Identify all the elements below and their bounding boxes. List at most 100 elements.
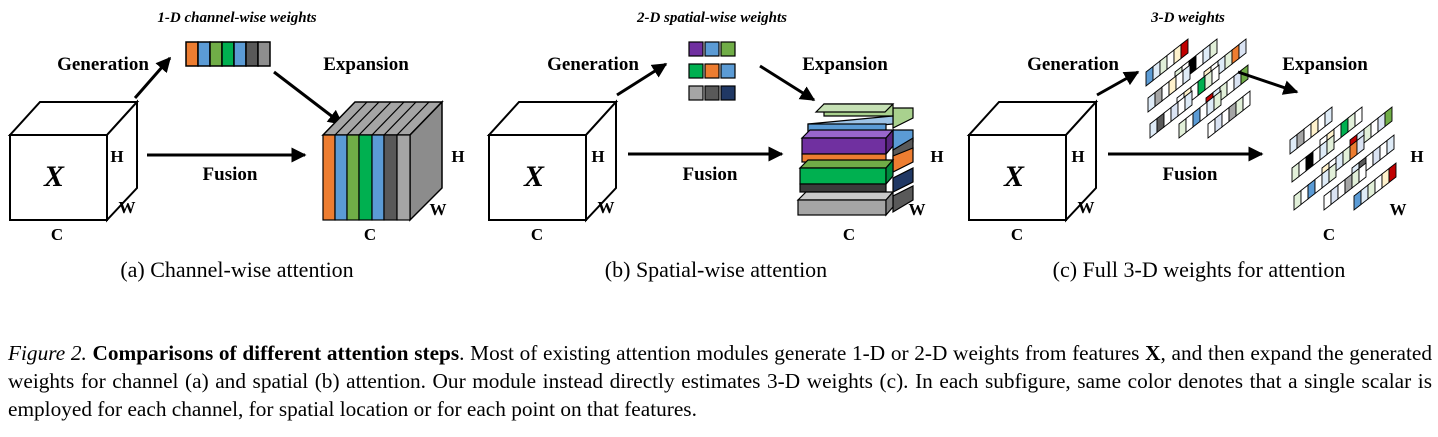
fusion-label: Fusion: [683, 164, 738, 185]
weight-cell: [1323, 189, 1332, 211]
input-feature-cube: [486, 99, 619, 223]
weight-cell: [1173, 43, 1182, 65]
weight-cell: [1214, 112, 1223, 134]
attention-comparison-figure: 1-D channel-wise weights X H W C Generat…: [7, 10, 1424, 282]
weight-cell: [1310, 117, 1319, 139]
dim-h-label: H: [110, 147, 123, 166]
caption-x-symbol: X: [1145, 341, 1161, 365]
weight-cell: [1305, 150, 1314, 172]
weight-cell: [1312, 145, 1321, 167]
dim-h-label: H: [1071, 147, 1084, 166]
dim-h-label: H: [591, 147, 604, 166]
weight-cell: [1296, 128, 1305, 150]
dim-c-label: C: [1011, 225, 1023, 244]
caption-figure-label: Figure 2.: [8, 341, 87, 365]
weight-cell: [1298, 156, 1307, 178]
out-dim-c-label: C: [843, 225, 855, 244]
panel-a-channel-wise: 1-D channel-wise weights X H W C Generat…: [7, 10, 465, 282]
weight-cell: [1347, 111, 1356, 133]
out-dim-c-label: C: [1323, 225, 1335, 244]
weight-cell: [1333, 122, 1342, 144]
weight-cell: [1289, 133, 1298, 155]
weight-cell: [1365, 150, 1374, 172]
generation-arrow: [133, 56, 172, 99]
panel-c-subcaption: (c) Full 3-D weights for attention: [1053, 257, 1346, 282]
weight-cell: [1228, 101, 1237, 123]
input-x-label: X: [1003, 160, 1025, 193]
weight-cell: [1335, 150, 1344, 172]
channel-weight-vector: [185, 41, 271, 67]
weight-cell: [1231, 43, 1240, 65]
panel-c-3d-weights: 3-D weights X H W C Generation Expansion…: [966, 10, 1424, 282]
weight-cell: [1388, 162, 1397, 184]
weight-cell: [1354, 106, 1363, 128]
expansion-label: Expansion: [1282, 54, 1368, 75]
weight-cell: [1358, 162, 1367, 184]
panel-c-title: 3-D weights: [1150, 10, 1225, 26]
weight-cell: [1372, 145, 1381, 167]
weight-cell: [1340, 117, 1349, 139]
weight-cell: [1317, 111, 1326, 133]
weight-cell: [1154, 86, 1163, 108]
weight-cell: [1360, 184, 1369, 206]
weight-cell: [1324, 106, 1333, 128]
weight-cell: [1242, 90, 1251, 112]
weight-cell: [1213, 90, 1222, 112]
weight-cell: [1199, 101, 1208, 123]
out-dim-w-label: W: [909, 200, 926, 219]
panel-b-spatial-wise: 2-D spatial-wise weights X H W C Generat…: [486, 10, 944, 282]
weight-cell: [1337, 178, 1346, 200]
weight-cell: [1326, 134, 1335, 156]
weight-cell: [1226, 75, 1235, 97]
weight-cell: [1184, 90, 1193, 112]
weight-cell: [1182, 64, 1191, 86]
expansion-label: Expansion: [323, 54, 409, 75]
weight-cell: [1163, 106, 1172, 128]
fusion-label: Fusion: [203, 164, 258, 185]
generation-label: Generation: [547, 54, 639, 75]
weight-cell: [1367, 178, 1376, 200]
weight-cell: [1211, 64, 1220, 86]
weight-cell: [1192, 106, 1201, 128]
weight-cell: [1145, 65, 1154, 87]
weight-cell: [1314, 173, 1323, 195]
3d-weight-strips: [1145, 38, 1251, 139]
weight-cell: [1180, 38, 1189, 60]
generation-arrow: [616, 62, 668, 97]
fusion-label: Fusion: [1163, 164, 1218, 185]
weight-cell: [1386, 134, 1395, 156]
input-x-label: X: [43, 160, 65, 193]
weight-cell: [1168, 75, 1177, 97]
weight-cell: [1356, 134, 1365, 156]
caption-bold-title: Comparisons of different attention steps: [92, 341, 460, 365]
weight-cell: [1202, 43, 1211, 65]
weight-cell: [1195, 49, 1204, 71]
weight-cell: [1149, 117, 1158, 139]
weight-cell: [1161, 80, 1170, 102]
out-dim-h-label: H: [1410, 147, 1423, 166]
weight-cell: [1370, 117, 1379, 139]
generation-label: Generation: [1027, 54, 1119, 75]
dim-c-label: C: [51, 225, 63, 244]
weight-cell: [1238, 38, 1247, 60]
weight-cell: [1147, 91, 1156, 113]
out-dim-h-label: H: [451, 147, 464, 166]
expansion-arrow: [273, 70, 344, 126]
weight-cell: [1328, 162, 1337, 184]
figure-caption: Figure 2. Comparisons of different atten…: [8, 339, 1432, 423]
out-dim-c-label: C: [364, 225, 376, 244]
weight-cell: [1152, 60, 1161, 82]
weight-cell: [1293, 189, 1302, 211]
dim-w-label: W: [598, 198, 615, 217]
weight-cell: [1342, 145, 1351, 167]
weight-cell: [1330, 184, 1339, 206]
panel-b-title: 2-D spatial-wise weights: [636, 10, 787, 26]
weight-cell: [1170, 101, 1179, 123]
input-x-label: X: [523, 160, 545, 193]
weight-cell: [1207, 117, 1216, 139]
dim-c-label: C: [531, 225, 543, 244]
generation-arrow: [1096, 70, 1140, 97]
weight-cell: [1344, 173, 1353, 195]
spatial-weight-grid: [688, 41, 736, 101]
expansion-arrow: [1237, 70, 1299, 95]
